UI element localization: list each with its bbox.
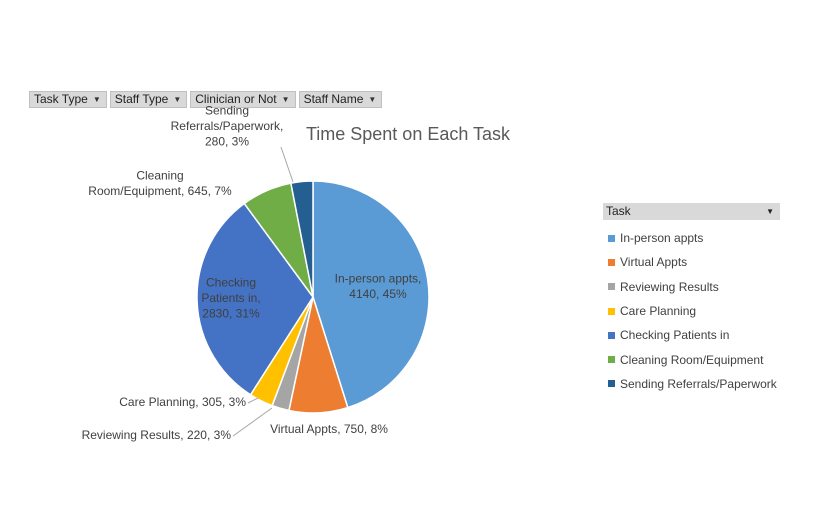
legend-label: Checking Patients in [620,328,730,343]
leader-line [247,397,259,404]
legend-swatch [608,283,615,291]
leader-line [232,407,273,437]
legend-item[interactable]: Cleaning Room/Equipment [603,347,780,371]
caret-down-icon: ▼ [92,95,101,104]
data-label: Sending Referrals/Paperwork, 280, 3% [171,104,284,149]
legend-item[interactable]: Checking Patients in [603,323,780,347]
legend-item[interactable]: In-person appts [603,226,780,250]
legend-label: Virtual Appts [620,255,688,270]
legend-label: Reviewing Results [620,279,719,294]
legend-swatch [608,331,615,339]
legend-item[interactable]: Reviewing Results [603,275,780,299]
legend-task-filter-button[interactable]: Task ▼ [603,203,780,220]
filter-label: Staff Type [114,92,169,106]
legend-label: Care Planning [620,304,697,319]
legend-label: In-person appts [620,231,704,246]
caret-down-icon: ▼ [173,95,182,104]
legend-swatch [608,234,615,242]
pie-slice-in-person-appts [312,180,430,409]
data-label: Reviewing Results, 220, 3% [82,428,232,442]
legend-item[interactable]: Sending Referrals/Paperwork [603,372,780,396]
legend-label: Sending Referrals/Paperwork [620,376,777,391]
data-label: Virtual Appts, 750, 8% [270,422,388,436]
caret-down-icon: ▼ [766,207,774,216]
data-label: In-person appts, 4140, 45% [335,271,422,301]
data-labels: In-person appts, 4140, 45% Virtual Appts, … [82,104,422,443]
data-label: Care Planning, 305, 3% [119,395,246,409]
legend-item[interactable]: Virtual Appts [603,250,780,274]
pivot-filter-bar: Task Type ▼ Staff Type ▼ Clinician or No… [29,91,383,108]
leader-line [280,146,294,183]
filter-label: Clinician or Not [195,92,277,106]
legend-swatch [608,356,615,364]
filter-staff-name-button[interactable]: Staff Name ▼ [298,91,383,108]
legend-swatch [608,258,615,266]
legend: Task ▼ In-person appts Virtual Appts Revie… [603,203,780,396]
pie-slices [196,180,430,414]
filter-clinician-button[interactable]: Clinician or Not ▼ [190,91,296,108]
filter-staff-type-button[interactable]: Staff Type ▼ [109,91,188,108]
data-label: Checking Patients in, 2830, 31% [201,276,260,321]
pie-slice-sending-referrals-paperwork [290,180,314,298]
caret-down-icon: ▼ [281,95,290,104]
leader-lines [232,146,294,437]
pie-slice-checking-patients-in [196,202,314,396]
caret-down-icon: ▼ [368,95,377,104]
legend-label: Cleaning Room/Equipment [620,352,764,367]
filter-label: Staff Name [303,92,364,106]
filter-task-type-button[interactable]: Task Type ▼ [29,91,107,108]
chart-title: Time Spent on Each Task [306,124,511,144]
legend-swatch [608,380,615,388]
legend-list: In-person appts Virtual Appts Reviewing Re… [603,226,780,396]
legend-item[interactable]: Care Planning [603,299,780,323]
legend-swatch [608,307,615,315]
filter-label: Task Type [34,92,88,106]
data-label: Cleaning Room/Equipment, 645, 7% [88,168,232,198]
legend-header-label: Task [606,204,631,218]
